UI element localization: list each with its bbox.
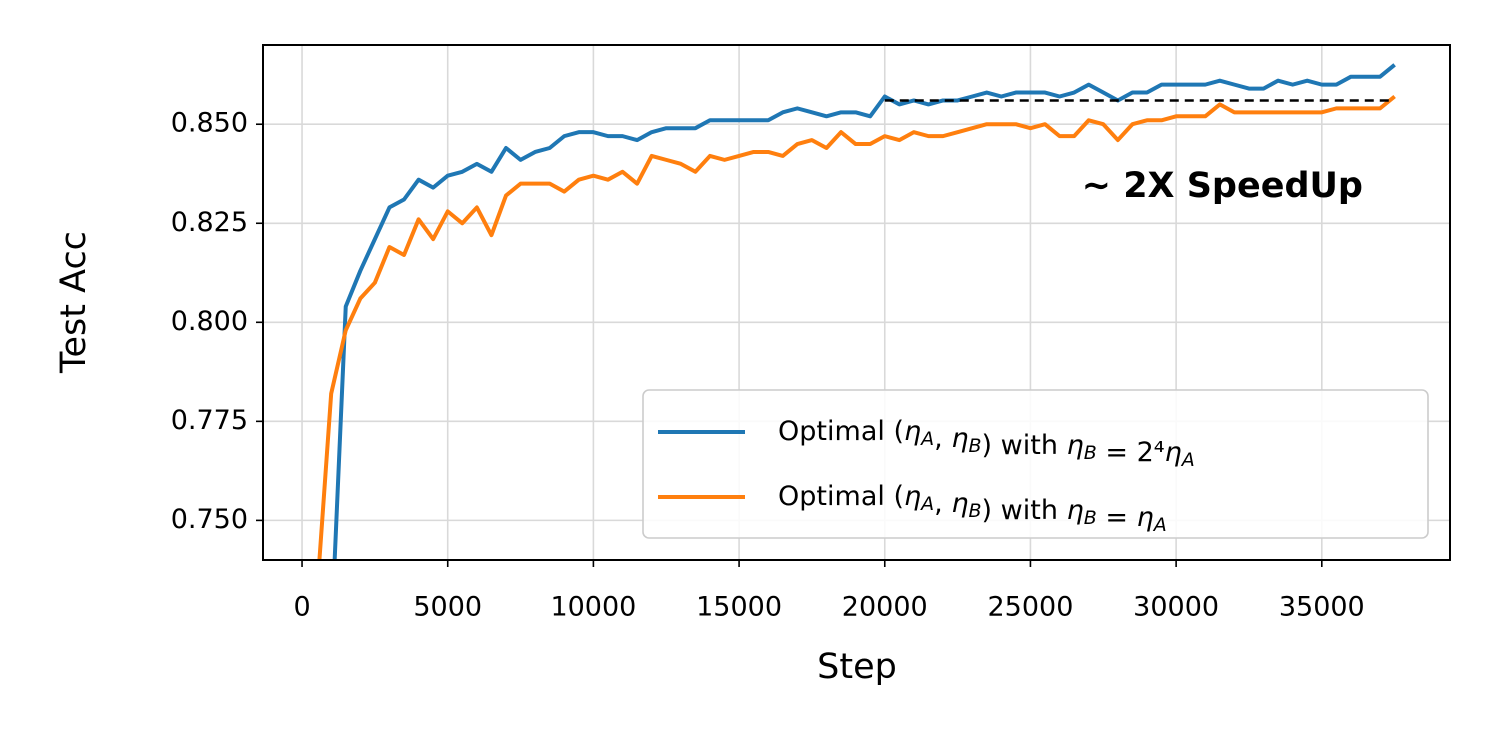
- legend-label: Optimal (ηA, ηB) with ηB = 2⁴ηA: [778, 416, 1195, 471]
- y-tick-label: 0.825: [171, 207, 248, 238]
- annotation: ∼ 2X SpeedUp: [1082, 166, 1363, 206]
- x-tick-label: 25000: [987, 592, 1073, 623]
- x-tick-label: 5000: [413, 592, 482, 623]
- legend-label: Optimal (ηA, ηB) with ηB = ηA: [778, 481, 1167, 536]
- y-tick-label: 0.775: [171, 405, 248, 436]
- series-line: [317, 94, 1396, 560]
- x-tick-label: 0: [293, 592, 310, 623]
- x-axis-label: Step: [817, 647, 897, 687]
- x-tick-label: 15000: [696, 592, 782, 623]
- x-tick-label: 35000: [1279, 592, 1365, 623]
- x-tick-label: 20000: [842, 592, 928, 623]
- y-tick-label: 0.750: [171, 504, 248, 535]
- plot-area: [317, 63, 1396, 560]
- y-tick-label: 0.850: [171, 108, 248, 139]
- series-line: [332, 63, 1396, 560]
- x-tick-label: 10000: [550, 592, 636, 623]
- legend-box: [642, 389, 1429, 539]
- x-tick-label: 30000: [1133, 592, 1219, 623]
- plot-frame: [262, 44, 1451, 561]
- y-tick-label: 0.800: [171, 306, 248, 337]
- y-axis-label: Test Acc: [54, 231, 94, 374]
